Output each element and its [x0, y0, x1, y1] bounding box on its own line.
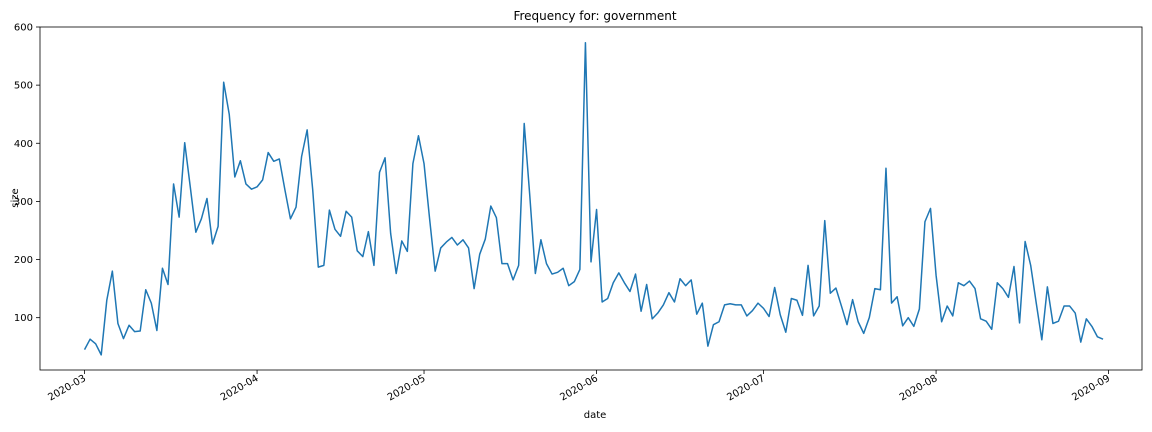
x-tick-label: 2020-07 [725, 373, 767, 403]
series-line [83, 41, 1104, 356]
y-tick-label: 400 [14, 139, 33, 150]
x-tick-label: 2020-08 [898, 373, 940, 403]
x-tick-label: 2020-06 [558, 373, 600, 403]
x-tick-label: 2020-04 [219, 373, 261, 403]
y-tick-label: 100 [14, 313, 33, 324]
x-tick-label: 2020-03 [46, 373, 88, 403]
y-tick-label: 500 [14, 81, 33, 92]
x-axis-label: date [584, 410, 607, 421]
x-tick-label: 2020-09 [1070, 373, 1112, 403]
y-axis: 100 200 300 400 500 600 [14, 23, 40, 324]
plot-area [39, 26, 1143, 371]
y-tick-label: 600 [14, 23, 33, 34]
y-axis-label: size [10, 188, 21, 207]
y-tick-label: 200 [14, 255, 33, 266]
chart-title: Frequency for: government [513, 9, 676, 23]
x-axis: 2020-03 2020-04 2020-05 2020-06 2020-07 2020-… [46, 370, 1112, 403]
y-tick-label: 300 [14, 197, 33, 208]
x-tick-label: 2020-05 [386, 373, 428, 403]
